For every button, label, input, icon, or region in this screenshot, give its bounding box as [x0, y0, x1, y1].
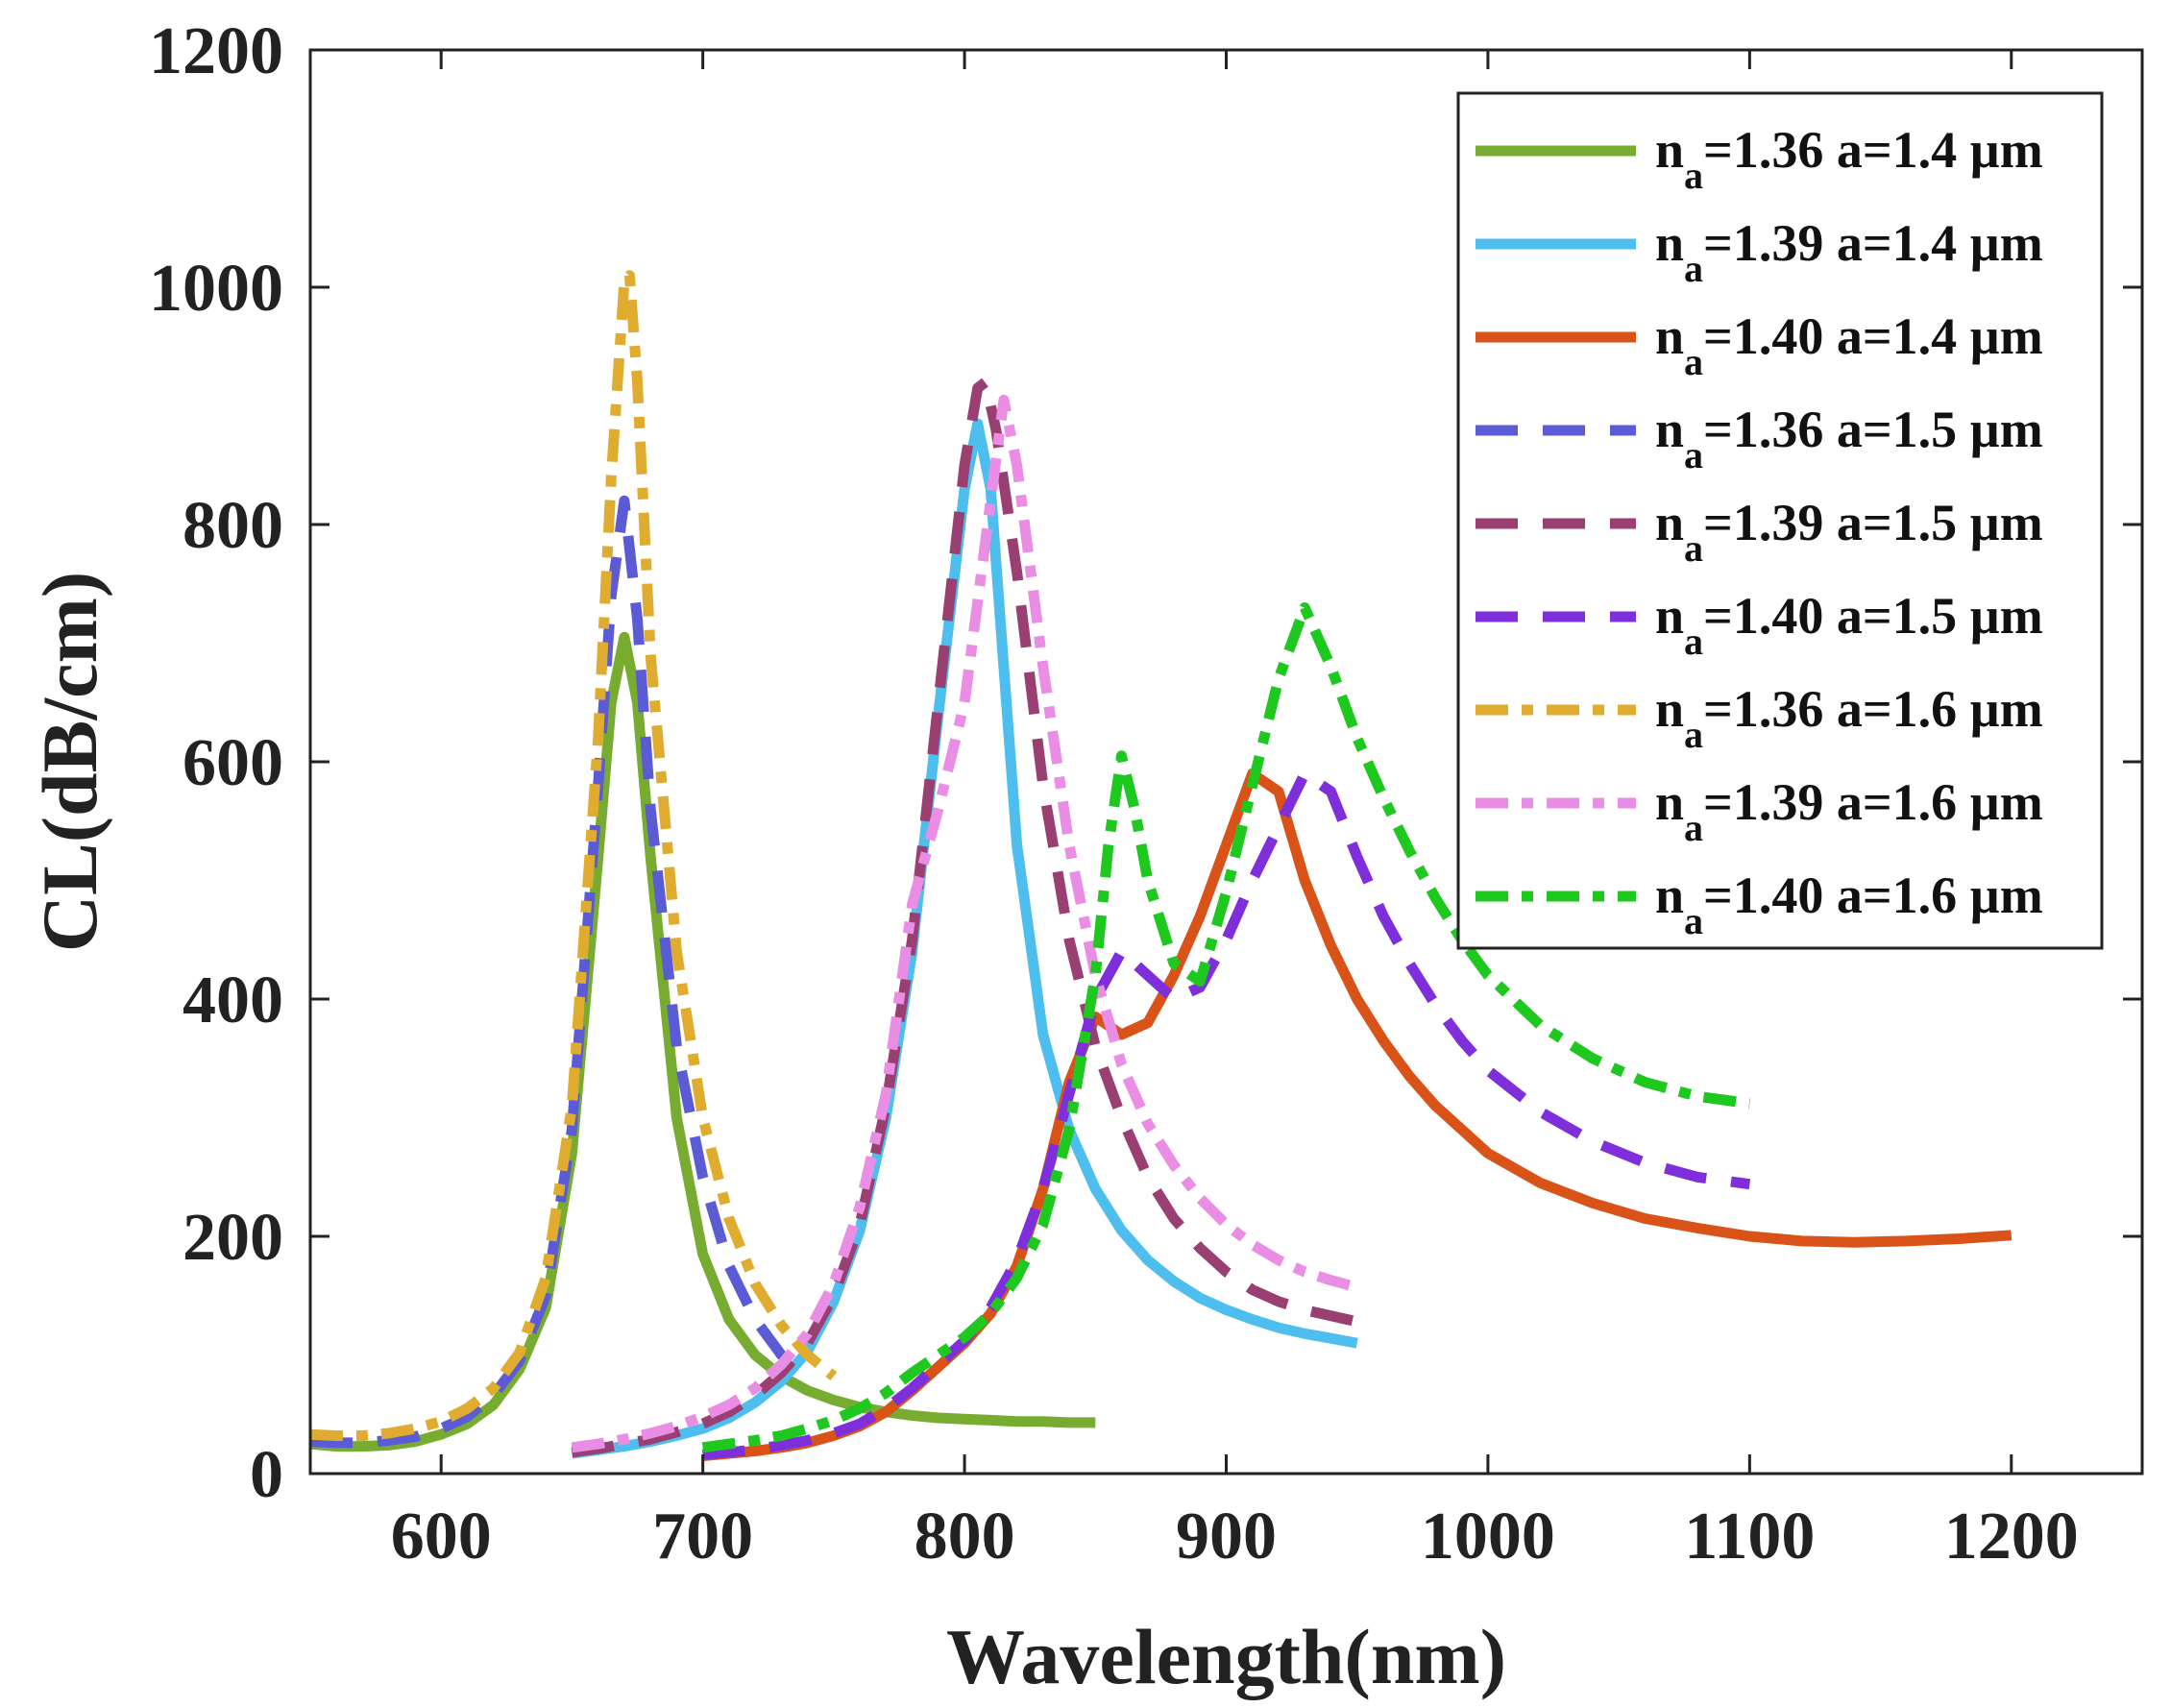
tick-labels-layer: 600 700 800 900 1000 1100 1200 0 200 400 600 800 100…	[149, 14, 2079, 1574]
legend-item-5: na=1.39 a=1.5 µm	[1476, 494, 2043, 570]
y-tick-label: 600	[183, 726, 283, 800]
series-line-8	[571, 394, 1359, 1453]
legend-item-2: na=1.39 a=1.4 µm	[1476, 214, 2043, 290]
x-tick-label: 800	[915, 1500, 1015, 1574]
legend-item-9: na=1.40 a=1.6 µm	[1476, 866, 2043, 942]
x-axis-title: Wavelength(nm)	[946, 1613, 1506, 1700]
legend-label: na=1.36 a=1.6 µm	[1655, 680, 2043, 756]
series-layer	[309, 270, 2012, 1461]
legend-label: na=1.36 a=1.5 µm	[1655, 401, 2043, 476]
legend-label: na=1.36 a=1.4 µm	[1655, 121, 2043, 197]
series-line-1	[309, 631, 1096, 1452]
legend-item-4: na=1.36 a=1.5 µm	[1476, 401, 2043, 476]
series-line-7	[309, 270, 838, 1441]
x-tick-label: 1200	[1944, 1500, 2079, 1574]
legend-label: na=1.40 a=1.4 µm	[1655, 307, 2043, 383]
series-line-6	[702, 768, 1751, 1460]
legend-label: na=1.40 a=1.5 µm	[1655, 587, 2043, 663]
legend-label: na=1.39 a=1.5 µm	[1655, 494, 2043, 570]
series-line-3	[702, 768, 2012, 1461]
x-tick-label: 900	[1176, 1500, 1277, 1574]
legend[interactable]: na=1.36 a=1.4 µm na=1.39 a=1.4 µm na=1.40 …	[1456, 91, 2104, 950]
y-tick-label: 400	[183, 964, 283, 1037]
x-tick-label: 1000	[1421, 1500, 1555, 1574]
ticks-layer	[310, 48, 2142, 1476]
legend-label: na=1.40 a=1.6 µm	[1655, 866, 2043, 942]
y-tick-label: 1200	[149, 14, 283, 88]
y-tick-label: 1000	[149, 252, 283, 326]
x-tick-label: 600	[391, 1500, 492, 1574]
x-tick-label: 700	[652, 1500, 753, 1574]
y-tick-label: 0	[250, 1438, 283, 1512]
y-tick-label: 200	[183, 1201, 283, 1275]
legend-label: na=1.39 a=1.6 µm	[1655, 773, 2043, 849]
y-tick-label: 800	[183, 489, 283, 563]
legend-item-7: na=1.36 a=1.6 µm	[1476, 680, 2043, 756]
legend-item-1: na=1.36 a=1.4 µm	[1476, 121, 2043, 197]
y-axis-title: CL(dB/cm)	[26, 572, 113, 952]
legend-item-3: na=1.40 a=1.4 µm	[1476, 307, 2043, 383]
legend-label: na=1.39 a=1.4 µm	[1655, 214, 2043, 290]
series-line-5	[571, 377, 1358, 1458]
series-line-4	[309, 495, 811, 1449]
legend-item-8: na=1.39 a=1.6 µm	[1476, 773, 2043, 849]
legend-item-6: na=1.40 a=1.5 µm	[1476, 587, 2043, 663]
x-tick-label: 1100	[1684, 1500, 1815, 1574]
